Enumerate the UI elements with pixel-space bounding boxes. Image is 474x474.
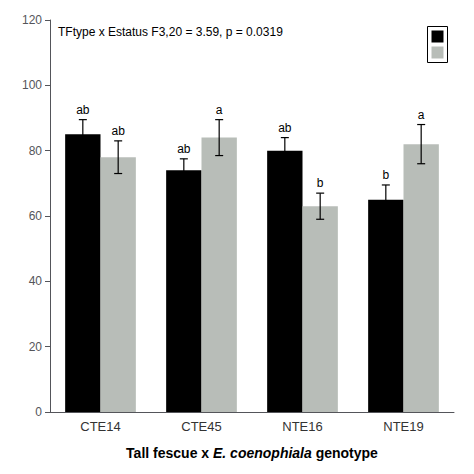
svg-text:genotype: genotype — [312, 445, 378, 461]
svg-text:ab: ab — [76, 103, 90, 117]
svg-text:Tall fescue x: Tall fescue x — [126, 445, 213, 461]
svg-text:TFtype x Estatus F3,20 = 3.59,: TFtype x Estatus F3,20 = 3.59, p = 0.031… — [58, 25, 283, 39]
svg-text:40: 40 — [29, 274, 43, 288]
svg-text:NTE16: NTE16 — [282, 419, 322, 434]
svg-text:120: 120 — [22, 13, 42, 27]
svg-text:CTE45: CTE45 — [181, 419, 221, 434]
svg-text:b: b — [317, 176, 324, 190]
svg-text:ab: ab — [111, 124, 125, 138]
svg-text:80: 80 — [29, 144, 43, 158]
svg-text:100: 100 — [22, 78, 42, 92]
svg-text:ab: ab — [177, 142, 191, 156]
svg-text:a: a — [216, 103, 223, 117]
svg-text:ab: ab — [278, 121, 292, 135]
svg-text:a: a — [418, 108, 425, 122]
svg-text:E. coenophiala: E. coenophiala — [213, 445, 312, 461]
svg-text:b: b — [382, 168, 389, 182]
svg-text:20: 20 — [29, 340, 43, 354]
svg-text:CTE14: CTE14 — [80, 419, 120, 434]
svg-text:60: 60 — [29, 209, 43, 223]
svg-text:0: 0 — [35, 405, 42, 419]
svg-text:NTE19: NTE19 — [383, 419, 423, 434]
